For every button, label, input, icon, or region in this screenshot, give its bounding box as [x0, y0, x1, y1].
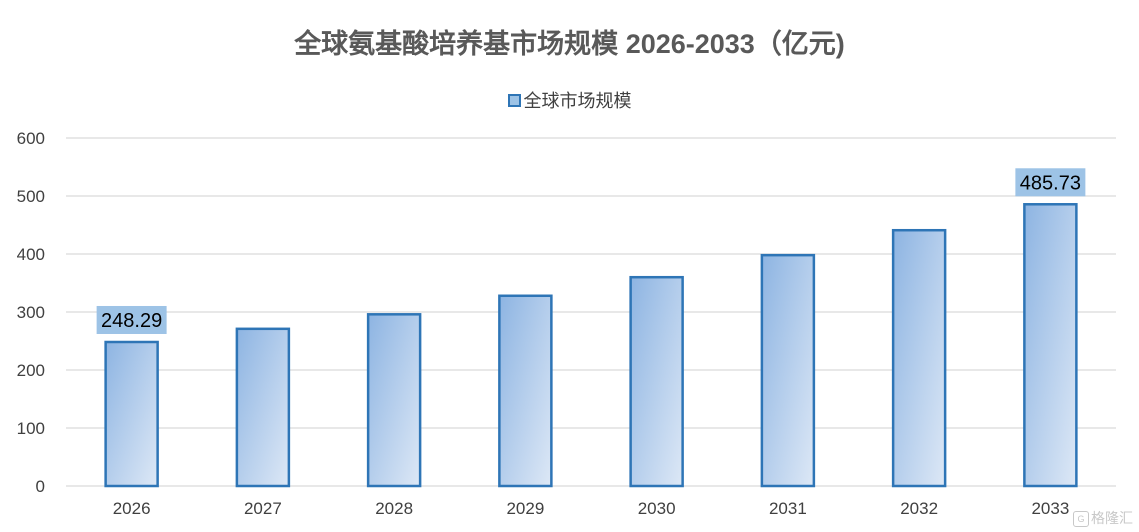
y-tick-label: 300 [17, 303, 45, 322]
bar [366, 313, 422, 488]
x-tick-label: 2028 [375, 499, 413, 518]
bar [629, 275, 684, 488]
x-tick-label: 2029 [506, 499, 544, 518]
bar [760, 253, 816, 488]
x-tick-label: 2027 [244, 499, 282, 518]
x-tick-label: 2026 [113, 499, 151, 518]
x-tick-label: 2031 [769, 499, 807, 518]
y-tick-label: 600 [17, 129, 45, 148]
watermark-text: 格隆汇 [1091, 510, 1133, 526]
legend: 全球市场规模 [0, 87, 1139, 113]
bar [891, 228, 947, 488]
y-tick-label: 400 [17, 245, 45, 264]
data-label: 485.73 [1020, 172, 1081, 194]
watermark: G 格隆汇 [1073, 508, 1133, 528]
legend-swatch [507, 93, 521, 107]
x-tick-label: 2033 [1031, 499, 1069, 518]
x-tick-label: 2030 [638, 499, 676, 518]
y-tick-label: 500 [17, 187, 45, 206]
gelonghui-logo-icon: G [1073, 511, 1089, 528]
legend-label: 全球市场规模 [523, 91, 632, 111]
chart-title: 全球氨基酸培养基市场规模 2026-2033（亿元) [294, 29, 845, 59]
y-tick-label: 0 [36, 477, 45, 496]
bar [235, 327, 291, 488]
y-tick-label: 100 [17, 419, 45, 438]
y-tick-label: 200 [17, 361, 45, 380]
data-label: 248.29 [101, 310, 162, 332]
bar [1023, 203, 1078, 488]
bar [104, 340, 159, 488]
x-tick-label: 2032 [900, 499, 938, 518]
bar [498, 294, 553, 488]
data-label-bg [96, 305, 167, 334]
data-label-bg [1015, 168, 1086, 197]
